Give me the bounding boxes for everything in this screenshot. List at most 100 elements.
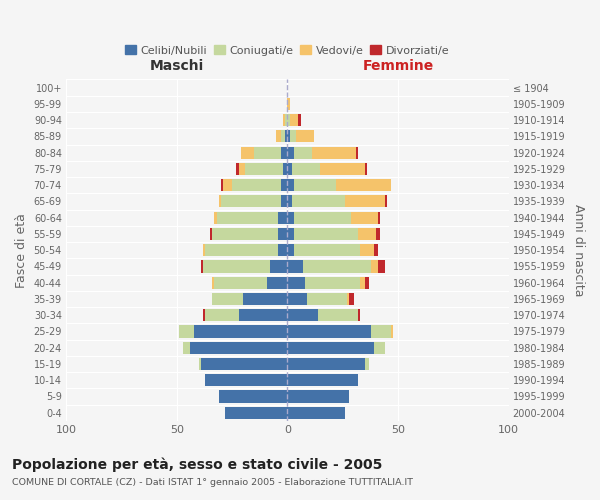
Bar xyxy=(292,163,320,175)
Bar xyxy=(285,114,287,126)
Legend: Celibi/Nubili, Coniugati/e, Vedovi/e, Divorziati/e: Celibi/Nubili, Coniugati/e, Vedovi/e, Di… xyxy=(121,40,454,60)
Bar xyxy=(226,406,287,419)
Bar xyxy=(287,293,307,305)
Y-axis label: Anni di nascita: Anni di nascita xyxy=(572,204,585,296)
Bar xyxy=(278,244,287,256)
Bar xyxy=(217,212,278,224)
Bar xyxy=(223,179,232,191)
Bar xyxy=(276,130,281,142)
Bar xyxy=(278,228,287,240)
Bar xyxy=(243,293,287,305)
Bar xyxy=(212,228,278,240)
Bar xyxy=(345,196,385,207)
Bar xyxy=(214,212,217,224)
Bar xyxy=(365,276,369,289)
Bar xyxy=(290,114,298,126)
Bar xyxy=(287,179,294,191)
Bar xyxy=(287,342,374,354)
Text: COMUNE DI CORTALE (CZ) - Dati ISTAT 1° gennaio 2005 - Elaborazione TUTTITALIA.IT: COMUNE DI CORTALE (CZ) - Dati ISTAT 1° g… xyxy=(12,478,413,487)
Bar xyxy=(296,130,314,142)
Text: Maschi: Maschi xyxy=(149,59,204,73)
Bar xyxy=(365,163,367,175)
Bar xyxy=(336,179,391,191)
Bar xyxy=(378,212,380,224)
Bar xyxy=(179,326,194,338)
Bar xyxy=(269,260,287,272)
Bar xyxy=(239,309,287,322)
Bar xyxy=(241,146,254,158)
Bar xyxy=(287,260,303,272)
Bar xyxy=(219,390,287,402)
Bar xyxy=(352,212,378,224)
Bar xyxy=(287,374,358,386)
Bar xyxy=(292,196,345,207)
Bar xyxy=(294,212,352,224)
Bar xyxy=(205,309,239,322)
Bar xyxy=(287,244,294,256)
Bar xyxy=(374,342,385,354)
Bar xyxy=(281,130,285,142)
Bar xyxy=(212,276,214,289)
Bar xyxy=(287,130,290,142)
Bar xyxy=(205,244,278,256)
Bar xyxy=(294,228,358,240)
Bar xyxy=(307,293,347,305)
Bar xyxy=(210,228,212,240)
Bar xyxy=(294,179,336,191)
Bar xyxy=(283,114,285,126)
Bar xyxy=(385,196,387,207)
Bar xyxy=(219,196,221,207)
Bar xyxy=(361,244,374,256)
Bar xyxy=(287,114,290,126)
Bar xyxy=(281,146,287,158)
Bar xyxy=(245,163,283,175)
Bar xyxy=(287,309,318,322)
Bar xyxy=(371,260,378,272)
Bar xyxy=(214,276,268,289)
Bar xyxy=(320,163,365,175)
Bar xyxy=(347,293,349,305)
Bar xyxy=(203,244,205,256)
Bar xyxy=(221,196,281,207)
Bar xyxy=(203,309,205,322)
Bar xyxy=(303,260,371,272)
Bar xyxy=(287,196,292,207)
Bar xyxy=(199,358,201,370)
Bar xyxy=(290,130,296,142)
Y-axis label: Fasce di età: Fasce di età xyxy=(15,212,28,288)
Bar xyxy=(285,130,287,142)
Bar xyxy=(356,146,358,158)
Bar xyxy=(287,358,365,370)
Bar xyxy=(212,293,243,305)
Bar xyxy=(203,260,269,272)
Bar xyxy=(298,114,301,126)
Bar xyxy=(349,293,353,305)
Bar xyxy=(232,179,281,191)
Bar xyxy=(294,244,361,256)
Bar xyxy=(190,342,287,354)
Bar xyxy=(287,326,371,338)
Bar xyxy=(184,342,190,354)
Bar xyxy=(236,163,239,175)
Bar xyxy=(201,260,203,272)
Bar xyxy=(358,228,376,240)
Bar xyxy=(239,163,245,175)
Text: Popolazione per età, sesso e stato civile - 2005: Popolazione per età, sesso e stato civil… xyxy=(12,458,382,472)
Text: Femmine: Femmine xyxy=(362,59,434,73)
Bar xyxy=(287,163,292,175)
Bar xyxy=(391,326,394,338)
Bar xyxy=(361,276,365,289)
Bar xyxy=(287,390,349,402)
Bar xyxy=(221,179,223,191)
Bar xyxy=(378,260,385,272)
Bar xyxy=(287,406,345,419)
Bar xyxy=(287,212,294,224)
Bar xyxy=(268,276,287,289)
Bar xyxy=(254,146,281,158)
Bar xyxy=(318,309,358,322)
Bar xyxy=(283,163,287,175)
Bar xyxy=(287,276,305,289)
Bar xyxy=(281,196,287,207)
Bar xyxy=(305,276,361,289)
Bar xyxy=(374,244,378,256)
